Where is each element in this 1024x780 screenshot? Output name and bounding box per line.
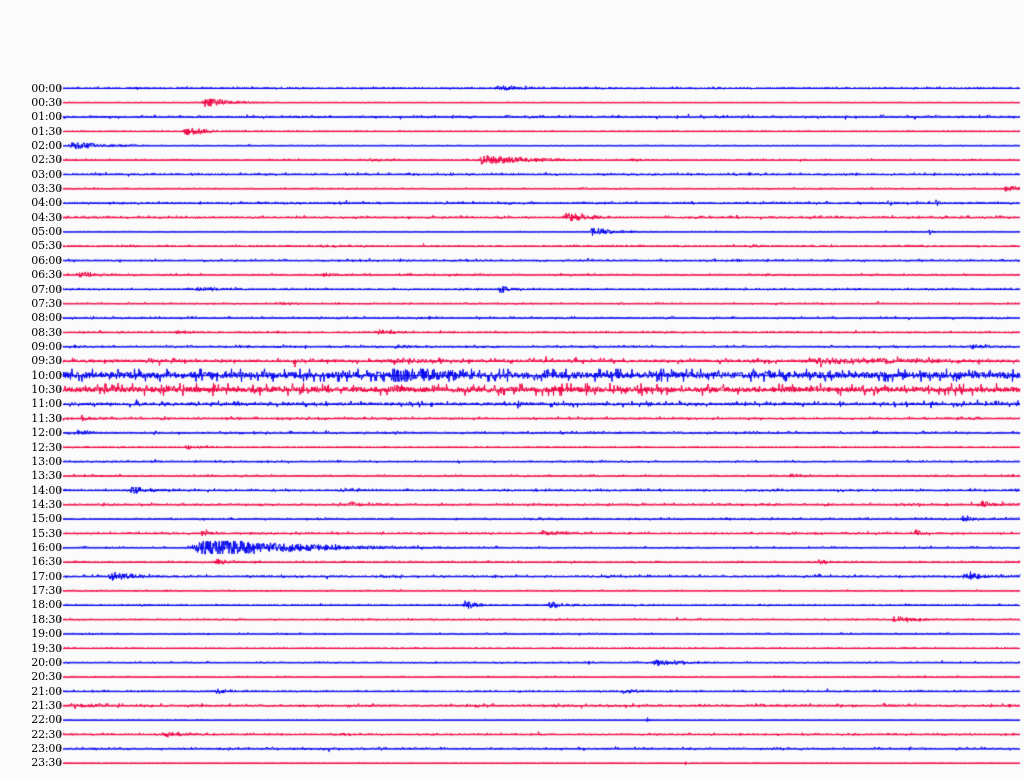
time-tick-label: 08:00 <box>31 311 62 325</box>
time-tick-label: 12:00 <box>31 426 62 440</box>
time-tick-label: 19:30 <box>31 641 62 655</box>
time-tick-label: 01:00 <box>31 110 62 124</box>
time-tick-label: 02:00 <box>31 138 62 152</box>
time-tick-label: 09:00 <box>31 339 62 353</box>
time-tick-label: 20:00 <box>31 655 62 669</box>
time-tick-label: 17:30 <box>31 584 62 598</box>
time-tick-label: 23:30 <box>31 756 62 770</box>
time-tick-label: 14:30 <box>31 497 62 511</box>
time-tick-label: 02:30 <box>31 153 62 167</box>
time-tick-label: 11:30 <box>31 411 62 425</box>
time-tick-label: 18:00 <box>31 598 62 612</box>
time-tick-label: 20:30 <box>31 670 62 684</box>
time-tick-label: 15:00 <box>31 512 62 526</box>
time-tick-label: 07:30 <box>31 296 62 310</box>
time-tick-label: 23:00 <box>31 742 62 756</box>
time-tick-label: 18:30 <box>31 612 62 626</box>
time-tick-label: 06:00 <box>31 253 62 267</box>
time-tick-label: 06:30 <box>31 268 62 282</box>
time-tick-label: 10:30 <box>31 383 62 397</box>
time-tick-label: 11:00 <box>31 397 62 411</box>
time-tick-label: 01:30 <box>31 124 62 138</box>
time-tick-label: 13:30 <box>31 469 62 483</box>
time-tick-label: 16:00 <box>31 541 62 555</box>
time-tick-label: 09:30 <box>31 354 62 368</box>
time-tick-label: 00:30 <box>31 95 62 109</box>
time-tick-label: 15:30 <box>31 526 62 540</box>
time-tick-label: 04:30 <box>31 210 62 224</box>
time-tick-label: 16:30 <box>31 555 62 569</box>
time-tick-label: 07:00 <box>31 282 62 296</box>
time-tick-label: 08:30 <box>31 325 62 339</box>
time-axis: 00:00 00:30 01:00 01:30 02:00 02:30 03:00 03:30… <box>0 0 62 780</box>
time-tick-label: 05:30 <box>31 239 62 253</box>
time-tick-label: 05:00 <box>31 225 62 239</box>
time-tick-label: 00:00 <box>31 81 62 95</box>
time-tick-label: 19:00 <box>31 627 62 641</box>
time-tick-label: 13:00 <box>31 454 62 468</box>
time-tick-label: 04:00 <box>31 196 62 210</box>
time-tick-label: 10:00 <box>31 368 62 382</box>
time-tick-label: 22:30 <box>31 727 62 741</box>
time-tick-label: 03:00 <box>31 167 62 181</box>
time-tick-label: 22:00 <box>31 713 62 727</box>
time-tick-label: 03:30 <box>31 182 62 196</box>
time-tick-label: 21:30 <box>31 698 62 712</box>
time-tick-label: 14:00 <box>31 483 62 497</box>
time-tick-label: 17:00 <box>31 569 62 583</box>
time-tick-label: 21:00 <box>31 684 62 698</box>
time-tick-label: 12:30 <box>31 440 62 454</box>
